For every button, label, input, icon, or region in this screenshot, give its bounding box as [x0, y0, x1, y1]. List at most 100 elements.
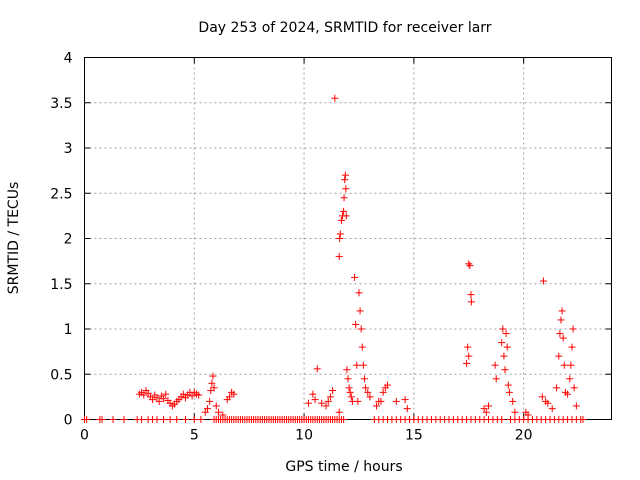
- x-tick-label: 20: [515, 428, 533, 444]
- data-point: [467, 291, 475, 299]
- data-point: [502, 330, 510, 338]
- data-point: [556, 330, 564, 338]
- x-axis-label: GPS time / hours: [285, 459, 402, 475]
- data-point: [463, 359, 471, 367]
- data-point: [155, 397, 163, 405]
- data-point: [322, 402, 330, 410]
- data-point: [538, 393, 546, 401]
- data-point: [209, 372, 217, 380]
- data-point: [212, 402, 220, 410]
- data-point: [311, 396, 319, 404]
- chart-title: Day 253 of 2024, SRMTID for receiver lar…: [198, 20, 491, 36]
- x-tick-label: 15: [405, 428, 423, 444]
- data-point: [539, 277, 547, 285]
- data-point: [570, 384, 578, 392]
- data-point: [569, 325, 577, 333]
- data-point: [351, 273, 359, 281]
- y-tick-label: 4: [64, 51, 73, 67]
- data-point: [331, 94, 339, 102]
- data-point: [504, 381, 512, 389]
- data-point: [524, 411, 532, 419]
- data-point: [343, 366, 351, 374]
- data-point: [195, 391, 203, 399]
- data-point: [360, 375, 368, 383]
- data-point: [353, 361, 361, 369]
- data-point: [329, 387, 337, 395]
- data-point: [501, 366, 509, 374]
- data-point: [359, 361, 367, 369]
- data-point: [309, 390, 317, 398]
- data-point: [225, 393, 233, 401]
- data-point: [499, 325, 507, 333]
- data-point: [341, 171, 349, 179]
- x-tick-label: 5: [190, 428, 199, 444]
- data-point: [548, 405, 556, 413]
- data-point: [362, 384, 370, 392]
- data-point: [352, 320, 360, 328]
- data-point: [342, 212, 350, 220]
- data-point: [109, 416, 117, 423]
- data-point: [558, 307, 566, 315]
- data-point: [214, 408, 222, 416]
- axis-ticks: [84, 57, 612, 420]
- data-point: [505, 388, 513, 396]
- data-point: [346, 388, 354, 396]
- data-point: [336, 235, 344, 242]
- x-tick-label: 10: [295, 428, 313, 444]
- data-point: [83, 416, 91, 423]
- data-point: [354, 397, 362, 405]
- data-point: [464, 343, 472, 351]
- data-point: [485, 402, 493, 410]
- data-point: [190, 416, 198, 423]
- data-point: [357, 325, 365, 333]
- data-point: [138, 416, 146, 423]
- data-point: [149, 396, 157, 404]
- data-point: [188, 392, 196, 400]
- data-point: [560, 361, 568, 369]
- data-point: [341, 176, 349, 184]
- data-point: [144, 389, 152, 397]
- y-tick-label: 1: [64, 322, 73, 338]
- data-point: [340, 416, 348, 423]
- data-point: [337, 216, 345, 224]
- data-point: [210, 384, 218, 392]
- data-point: [219, 411, 227, 419]
- data-point: [492, 375, 500, 383]
- data-point: [179, 390, 187, 398]
- data-point: [465, 352, 473, 360]
- y-tick-label: 3.5: [50, 96, 72, 112]
- data-point: [340, 207, 348, 215]
- data-point: [182, 416, 190, 423]
- data-point: [203, 405, 211, 413]
- data-point: [324, 397, 332, 405]
- data-point: [318, 399, 326, 407]
- data-point: [392, 397, 400, 405]
- data-point: [465, 260, 473, 268]
- data-point: [482, 408, 490, 416]
- data-point: [342, 185, 350, 193]
- data-point: [336, 230, 344, 238]
- data-point: [384, 381, 392, 389]
- data-point: [467, 298, 475, 306]
- data-point: [498, 339, 506, 347]
- data-point: [230, 390, 238, 398]
- data-point: [326, 393, 334, 401]
- data-point: [340, 194, 348, 202]
- data-point: [500, 352, 508, 360]
- data-point: [480, 405, 488, 413]
- data-point: [347, 393, 355, 401]
- data-point: [120, 416, 128, 423]
- y-tick-label: 1.5: [50, 277, 72, 293]
- data-point: [564, 390, 572, 398]
- data-point: [355, 289, 363, 297]
- data-point: [403, 405, 411, 413]
- plot-frame: [84, 57, 612, 420]
- data-point: [356, 307, 364, 315]
- data-point: [313, 365, 321, 373]
- data-point: [379, 388, 387, 396]
- data-point: [566, 375, 574, 383]
- data-point: [98, 416, 106, 423]
- data-points: [81, 94, 587, 423]
- data-point: [557, 316, 565, 324]
- data-point: [208, 379, 216, 387]
